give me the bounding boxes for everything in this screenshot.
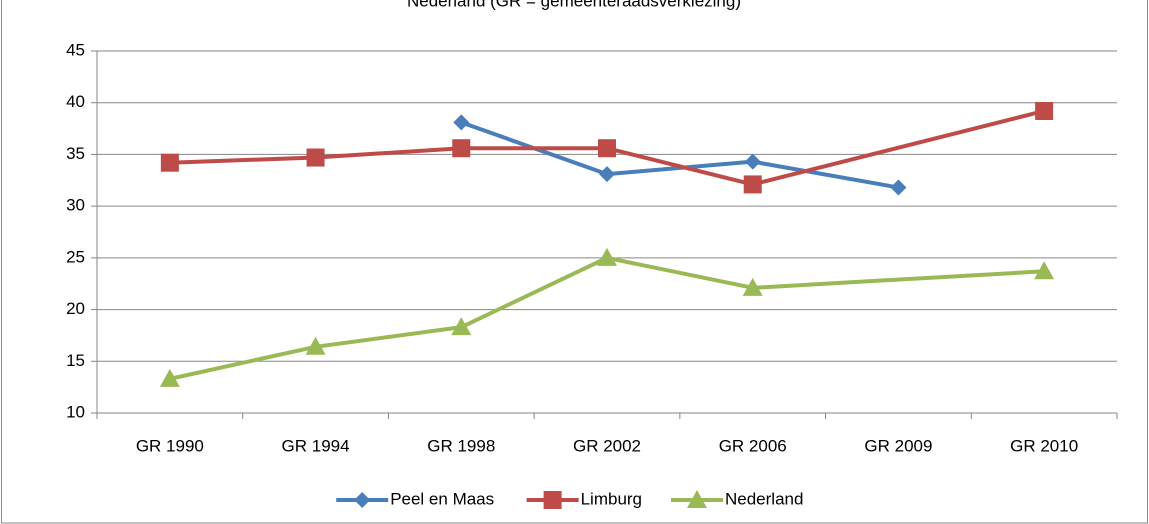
x-tick-label: GR 1998 — [427, 436, 495, 455]
y-tick-label: 25 — [66, 247, 85, 266]
data-point — [159, 368, 180, 387]
legend-label: Peel en Maas — [390, 489, 494, 508]
series-line — [169, 255, 1045, 381]
legend-label: Nederland — [725, 489, 803, 508]
x-tick-label: GR 2009 — [864, 436, 932, 455]
data-point — [599, 166, 615, 183]
x-tick-label: GR 1990 — [136, 436, 204, 455]
data-point — [452, 139, 471, 158]
data-point — [744, 153, 761, 170]
y-tick-label: 35 — [66, 144, 85, 163]
data-point — [598, 139, 616, 158]
legend-marker — [354, 492, 371, 508]
data-point — [451, 317, 472, 336]
x-tick-label: GR 2010 — [1010, 436, 1078, 455]
y-tick-label: 20 — [66, 299, 85, 318]
y-tick-label: 30 — [66, 196, 85, 215]
data-point — [160, 153, 179, 172]
y-tick-label: 15 — [66, 351, 85, 370]
chart-title: Nederland (GR = gemeenteraadsverkiezing) — [407, 0, 741, 10]
legend-label: Limburg — [581, 489, 642, 508]
x-tick-label: GR 2002 — [573, 436, 641, 455]
legend-marker — [687, 490, 707, 508]
data-point — [597, 247, 617, 266]
data-point — [743, 175, 762, 194]
series-line — [169, 109, 1045, 187]
y-tick-label: 45 — [66, 40, 85, 59]
data-point — [1034, 261, 1055, 280]
data-point — [1035, 101, 1054, 120]
data-point — [890, 179, 907, 196]
data-point — [453, 114, 470, 131]
x-tick-label: GR 1994 — [282, 436, 350, 455]
y-tick-label: 10 — [66, 402, 85, 421]
data-point — [742, 277, 763, 296]
legend-marker — [543, 491, 562, 509]
data-point — [305, 336, 326, 355]
y-tick-label: 40 — [66, 92, 85, 111]
data-point — [306, 148, 325, 167]
x-tick-label: GR 2006 — [719, 436, 787, 455]
